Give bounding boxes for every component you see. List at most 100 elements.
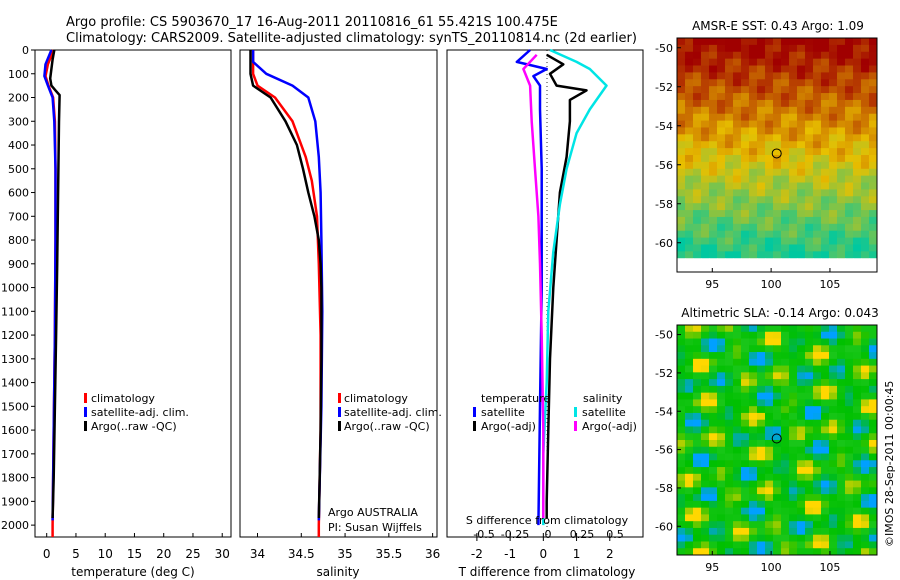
heatmap-cell <box>845 65 854 73</box>
heatmap-cell <box>821 358 830 366</box>
heatmap-cell <box>781 113 790 121</box>
heatmap-cell <box>853 521 862 529</box>
heatmap-cell <box>749 433 758 441</box>
heatmap-cell <box>853 93 862 101</box>
heatmap-cell <box>701 168 710 177</box>
heatmap-cell <box>741 251 750 259</box>
heatmap-cell <box>749 440 758 448</box>
heatmap-cell <box>869 120 878 128</box>
heatmap-cell <box>813 433 822 441</box>
heatmap-cell <box>685 58 694 66</box>
heatmap-cell <box>805 93 814 101</box>
heatmap-cell <box>741 385 750 394</box>
heatmap-cell <box>861 507 870 515</box>
heatmap-cell <box>717 93 726 101</box>
heatmap-cell <box>693 365 702 373</box>
heatmap-cell <box>741 106 750 115</box>
heatmap-cell <box>837 106 846 115</box>
heatmap-cell <box>733 168 742 177</box>
heatmap-cell <box>789 51 798 60</box>
heatmap-cell <box>677 182 686 190</box>
heatmap-cell <box>733 175 742 183</box>
heatmap-cell <box>741 216 750 225</box>
depth-tick-label: 900 <box>8 258 29 271</box>
heatmap-cell <box>845 203 854 211</box>
heatmap-cell <box>853 127 862 135</box>
heatmap-cell <box>789 548 798 556</box>
heatmap-cell <box>685 480 694 488</box>
heatmap-cell <box>685 534 694 542</box>
heatmap-cell <box>765 500 774 509</box>
heatmap-cell <box>773 399 782 407</box>
heatmap-cell <box>773 480 782 488</box>
heatmap-cell <box>693 141 702 149</box>
heatmap-cell <box>749 379 758 387</box>
heatmap-cell <box>813 345 822 353</box>
heatmap-cell <box>869 148 878 156</box>
heatmap-cell <box>845 379 854 387</box>
heatmap-cell <box>813 79 822 87</box>
heatmap-cell <box>829 44 838 53</box>
heatmap-cell <box>837 51 846 60</box>
heatmap-cell <box>821 426 830 434</box>
heatmap-cell <box>701 514 710 522</box>
heatmap-cell <box>861 155 870 163</box>
heatmap-cell <box>685 345 694 353</box>
heatmap-cell <box>837 372 846 380</box>
heatmap-cell <box>685 265 694 273</box>
s-tick: -0.5 <box>473 528 494 541</box>
heatmap-cell <box>845 548 854 556</box>
heatmap-cell <box>749 189 758 197</box>
heatmap-cell <box>749 93 758 101</box>
heatmap-cell <box>733 467 742 475</box>
heatmap-cell <box>765 440 774 448</box>
heatmap-cell <box>733 106 742 115</box>
series-line-argo-raw-qc- <box>48 49 61 519</box>
header-line2: Climatology: CARS2009. Satellite-adjuste… <box>66 31 637 46</box>
heatmap-cell <box>861 325 870 333</box>
s-tick: 0.5 <box>606 528 624 541</box>
heatmap-cell <box>725 385 734 394</box>
heatmap-cell <box>757 453 766 461</box>
sla-map-title: Altimetric SLA: -0.14 Argo: 0.043 <box>681 306 878 320</box>
heatmap-cell <box>677 406 686 414</box>
heatmap-cell <box>693 541 702 549</box>
heatmap-cell <box>797 406 806 414</box>
heatmap-cell <box>845 453 854 461</box>
heatmap-cell <box>845 500 854 509</box>
legend-swatch-t-satellite <box>473 407 476 417</box>
heatmap-cell <box>781 446 790 454</box>
heatmap-cell <box>869 141 878 149</box>
heatmap-cell <box>677 440 686 448</box>
depth-tick-label: 1700 <box>1 448 29 461</box>
heatmap-cell <box>749 168 758 177</box>
heatmap-cell <box>869 106 878 115</box>
heatmap-cell <box>821 65 830 73</box>
heatmap-cell <box>733 230 742 238</box>
heatmap-cell <box>789 93 798 101</box>
heatmap-cell <box>861 406 870 414</box>
heatmap-cell <box>861 65 870 73</box>
heatmap-cell <box>701 473 710 481</box>
heatmap-cell <box>725 345 734 353</box>
heatmap-cell <box>845 325 854 333</box>
heatmap-cell <box>757 148 766 156</box>
heatmap-cell <box>765 65 774 73</box>
heatmap-cell <box>709 527 718 536</box>
heatmap-cell <box>773 379 782 387</box>
heatmap-cell <box>797 244 806 252</box>
heatmap-cell <box>829 534 838 542</box>
heatmap-cell <box>757 251 766 259</box>
heatmap-cell <box>813 541 822 549</box>
heatmap-cell <box>677 419 686 427</box>
x-tick-label: 30 <box>215 547 230 561</box>
heatmap-cell <box>781 372 790 380</box>
heatmap-cell <box>813 44 822 53</box>
heatmap-cell <box>805 168 814 177</box>
heatmap-cell <box>685 358 694 366</box>
heatmap-cell <box>773 230 782 238</box>
heatmap-cell <box>733 541 742 549</box>
heatmap-cell <box>685 379 694 387</box>
heatmap-cell <box>717 460 726 468</box>
heatmap-cell <box>725 514 734 522</box>
